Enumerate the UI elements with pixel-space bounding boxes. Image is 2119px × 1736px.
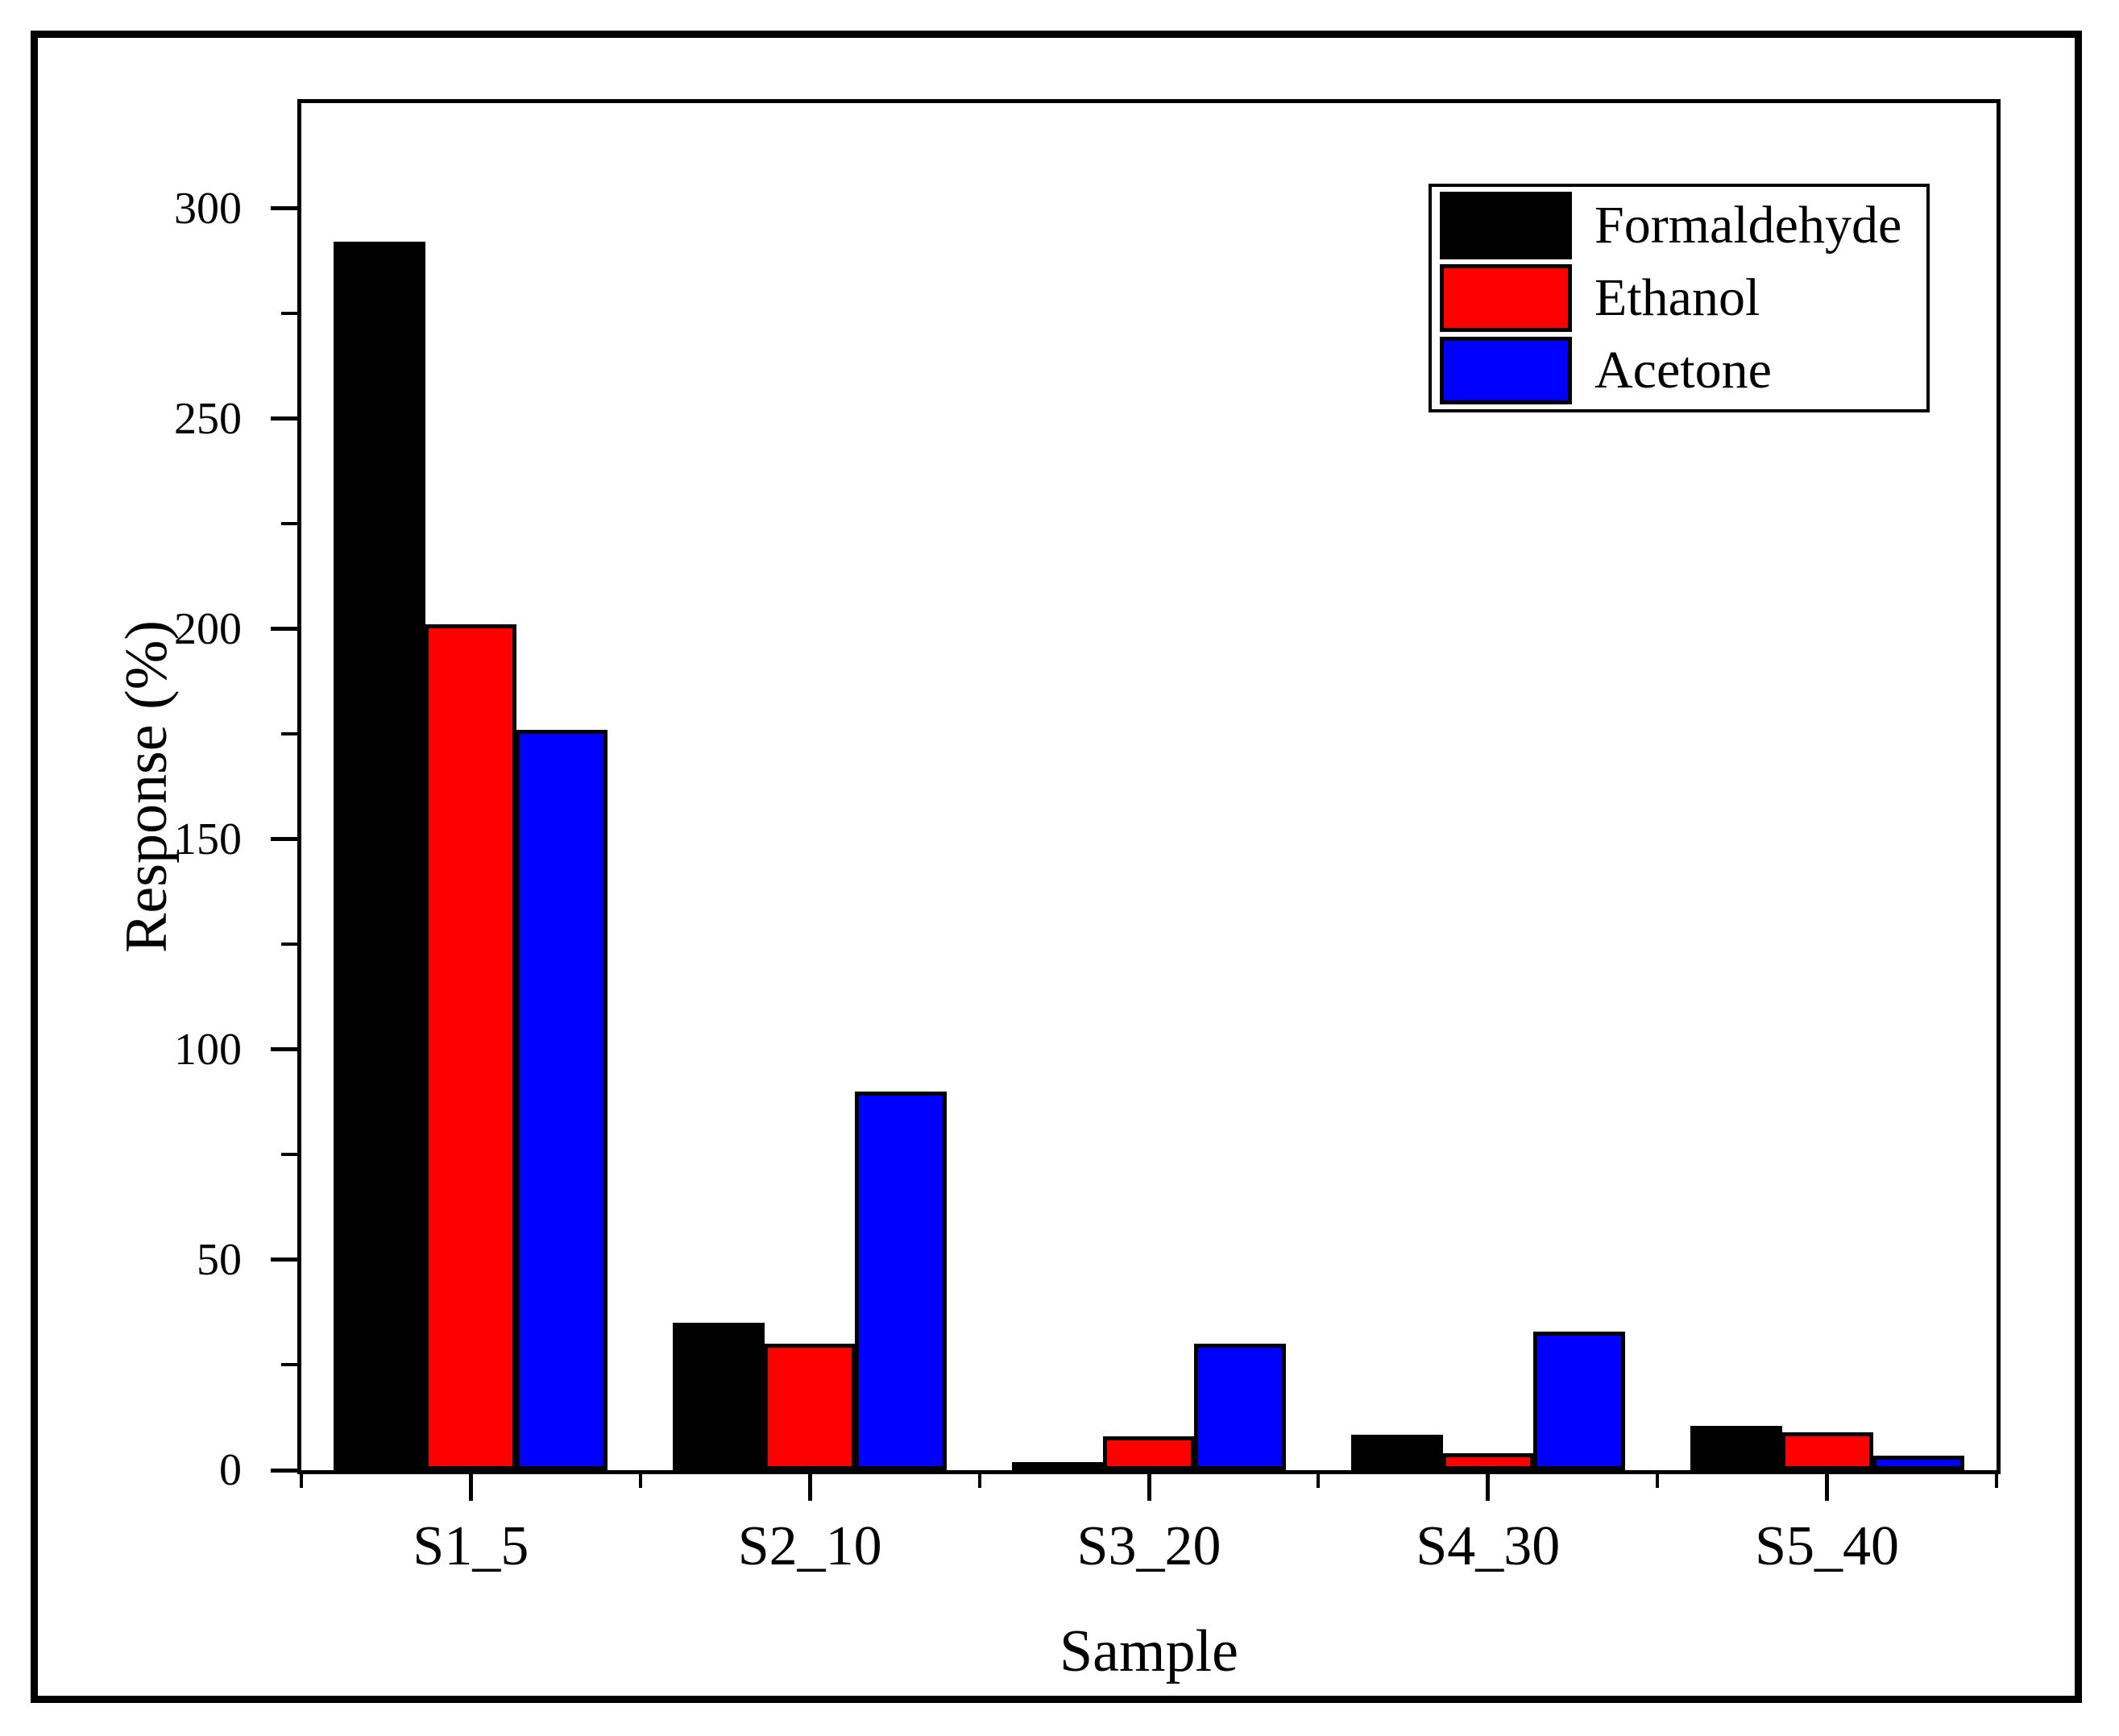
y-minor-tick-125 xyxy=(281,943,297,947)
y-tick-label-250: 250 xyxy=(174,393,242,444)
bar-s5-40-ethanol xyxy=(1781,1432,1873,1470)
x-axis-title: Sample xyxy=(1060,1618,1238,1684)
bar-s4-30-formaldehyde xyxy=(1350,1434,1443,1470)
y-tick-label-0: 0 xyxy=(219,1445,242,1495)
bar-s3-20-ethanol xyxy=(1103,1436,1195,1470)
x-major-tick-s4-30 xyxy=(1486,1474,1491,1501)
x-category-label-s2-10: S2_10 xyxy=(737,1515,882,1577)
y-minor-tick-75 xyxy=(281,1153,297,1157)
x-category-label-s4-30: S4_30 xyxy=(1416,1515,1561,1577)
legend: Formaldehyde Ethanol Acetone xyxy=(1429,184,1930,412)
y-major-tick-100 xyxy=(271,1047,297,1052)
bar-s1-5-acetone xyxy=(516,730,608,1470)
x-boundary-tick-3 xyxy=(1317,1474,1321,1488)
y-major-tick-150 xyxy=(271,837,297,842)
x-major-tick-s2-10 xyxy=(807,1474,812,1501)
legend-item-ethanol: Ethanol xyxy=(1440,264,1926,332)
y-tick-label-200: 200 xyxy=(174,603,242,654)
x-boundary-tick-2 xyxy=(977,1474,981,1488)
bar-s3-20-formaldehyde xyxy=(1012,1461,1104,1470)
legend-swatch-formaldehyde xyxy=(1440,192,1572,259)
bar-s5-40-formaldehyde xyxy=(1690,1426,1782,1470)
legend-label-acetone: Acetone xyxy=(1594,341,1772,400)
bar-s2-10-ethanol xyxy=(764,1344,856,1470)
legend-swatch-acetone xyxy=(1440,337,1572,404)
x-category-label-s3-20: S3_20 xyxy=(1076,1515,1221,1577)
bar-s4-30-acetone xyxy=(1532,1331,1625,1470)
y-tick-label-150: 150 xyxy=(174,814,242,864)
x-boundary-tick-1 xyxy=(638,1474,642,1488)
legend-item-acetone: Acetone xyxy=(1440,337,1926,404)
x-boundary-tick-0 xyxy=(300,1474,303,1488)
x-boundary-tick-5 xyxy=(1995,1474,1998,1488)
y-major-tick-300 xyxy=(271,206,297,211)
x-major-tick-s1-5 xyxy=(468,1474,473,1501)
bar-s1-5-ethanol xyxy=(425,624,517,1470)
x-major-tick-s3-20 xyxy=(1147,1474,1151,1501)
y-major-tick-0 xyxy=(271,1468,297,1473)
y-tick-label-300: 300 xyxy=(174,183,242,234)
y-major-tick-200 xyxy=(271,627,297,632)
x-boundary-tick-4 xyxy=(1656,1474,1660,1488)
bar-s4-30-ethanol xyxy=(1441,1453,1534,1470)
y-minor-tick-275 xyxy=(281,312,297,316)
x-major-tick-s5-40 xyxy=(1825,1474,1830,1501)
x-category-label-s1-5: S1_5 xyxy=(413,1515,529,1577)
x-category-label-s5-40: S5_40 xyxy=(1755,1515,1900,1577)
bar-s1-5-formaldehyde xyxy=(334,242,426,1470)
y-minor-tick-175 xyxy=(281,732,297,736)
bar-s5-40-acetone xyxy=(1872,1455,1964,1470)
figure-border xyxy=(31,31,2082,1703)
y-major-tick-50 xyxy=(271,1257,297,1262)
y-axis-title: Response (%) xyxy=(114,619,180,954)
bar-s2-10-formaldehyde xyxy=(673,1323,765,1470)
bar-s3-20-acetone xyxy=(1194,1344,1286,1470)
y-tick-label-100: 100 xyxy=(174,1024,242,1075)
legend-item-formaldehyde: Formaldehyde xyxy=(1440,192,1926,259)
y-major-tick-250 xyxy=(271,416,297,421)
y-tick-label-50: 50 xyxy=(197,1234,242,1285)
bar-s2-10-acetone xyxy=(855,1092,948,1470)
plot-area: 0 50 100 150 200 250 300 S1_5 S2_10 S3_20 S4_30 S5_… xyxy=(174,99,2001,1576)
legend-swatch-ethanol xyxy=(1440,264,1572,332)
y-minor-tick-25 xyxy=(281,1363,297,1367)
legend-label-formaldehyde: Formaldehyde xyxy=(1594,196,1902,255)
legend-label-ethanol: Ethanol xyxy=(1594,268,1760,327)
y-minor-tick-225 xyxy=(281,522,297,526)
